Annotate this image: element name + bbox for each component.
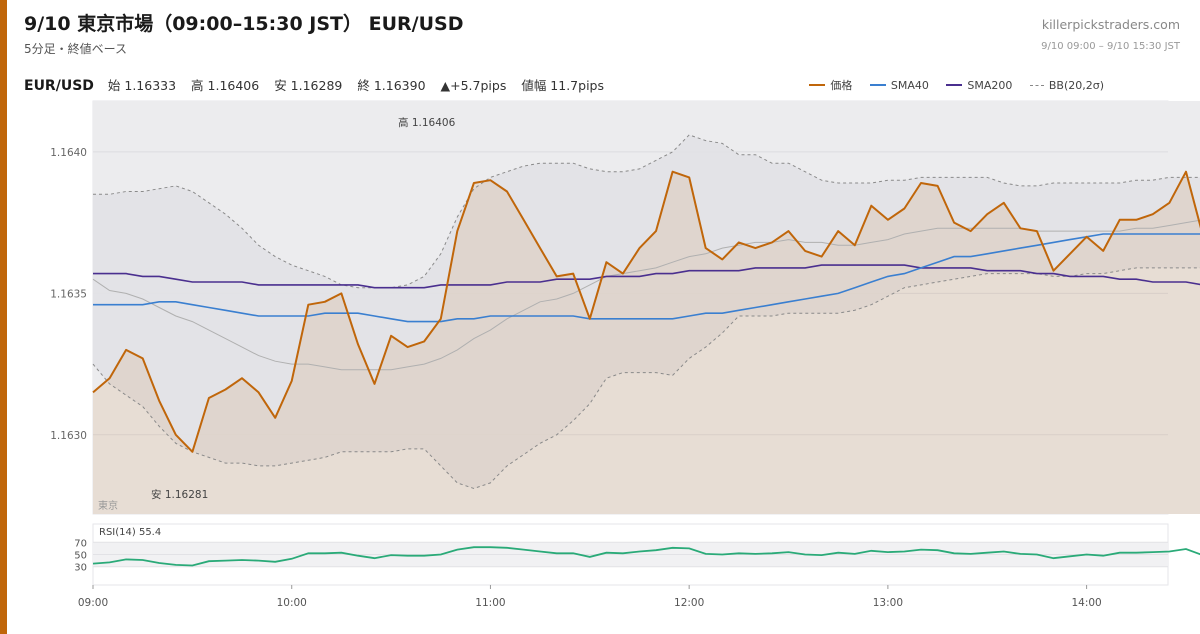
legend-label-bb: BB(20,2σ): [1048, 79, 1104, 92]
stats-row: EUR/USD 始 1.16333 高 1.16406 安 1.16289 終 …: [24, 75, 615, 94]
legend-item-price: 価格: [809, 77, 852, 93]
low-annotation: 安 1.16281: [151, 488, 208, 501]
rsi-tick-label: 70: [74, 538, 87, 549]
price-area-fill: [93, 171, 1200, 514]
legend-label-sma200: SMA200: [967, 79, 1013, 92]
y-tick-label: 1.1630: [50, 430, 87, 442]
chart-legend: 価格 SMA40 SMA200 BB(20,2σ): [795, 77, 1104, 93]
price-line: [92, 170, 1200, 453]
legend-label-sma40: SMA40: [890, 79, 929, 92]
x-tick-label: 09:00: [78, 597, 108, 609]
legend-swatch-price: [809, 84, 826, 86]
x-tick-label: 11:00: [475, 597, 505, 609]
page-title: 9/10 東京市場（09:00–15:30 JST） EUR/USD: [24, 13, 464, 35]
legend-swatch-bb: [1029, 84, 1044, 86]
stat-change: ▲+5.7pips: [440, 78, 507, 93]
stat-close: 終 1.16390: [357, 78, 426, 93]
legend-item-sma40: SMA40: [869, 79, 929, 92]
page-subtitle: 5分足・終値ベース: [24, 42, 128, 56]
site-name: killerpickstraders.com: [1041, 17, 1180, 32]
legend-label-price: 価格: [830, 79, 853, 92]
x-tick-label: 12:00: [674, 597, 704, 609]
stat-low: 安 1.16289: [274, 78, 343, 93]
legend-item-sma200: SMA200: [946, 79, 1012, 92]
symbol-label: EUR/USD: [24, 78, 94, 94]
high-annotation: 高 1.16406: [398, 116, 456, 129]
bb-middle-line: [92, 219, 1200, 371]
session-label: 東京: [98, 499, 118, 512]
rsi-tick-label: 30: [74, 563, 87, 574]
bb-band-fill: [93, 134, 1200, 489]
rsi-tick-label: 50: [74, 551, 87, 562]
stat-open: 始 1.16333: [107, 78, 177, 93]
sma200-line: [93, 264, 1200, 289]
rsi-title: RSI(14) 55.4: [99, 527, 161, 538]
date-range: 9/10 09:00 – 9/10 15:30 JST: [1041, 41, 1180, 52]
legend-item-bb: BB(20,2σ): [1029, 79, 1104, 92]
x-tick-label: 14:00: [1071, 597, 1101, 609]
rsi-line: [92, 546, 1200, 567]
x-tick-label: 10:00: [277, 597, 307, 609]
legend-swatch-sma200: [946, 84, 963, 86]
bb-upper-line: [93, 134, 1200, 289]
stat-range: 値幅 11.7pips: [521, 78, 604, 93]
x-tick-label: 13:00: [873, 597, 903, 609]
accent-bar: [0, 0, 7, 634]
y-tick-label: 1.1635: [50, 288, 87, 300]
legend-swatch-sma40: [869, 84, 886, 86]
y-tick-label: 1.1640: [50, 147, 87, 159]
stat-high: 高 1.16406: [191, 78, 260, 93]
